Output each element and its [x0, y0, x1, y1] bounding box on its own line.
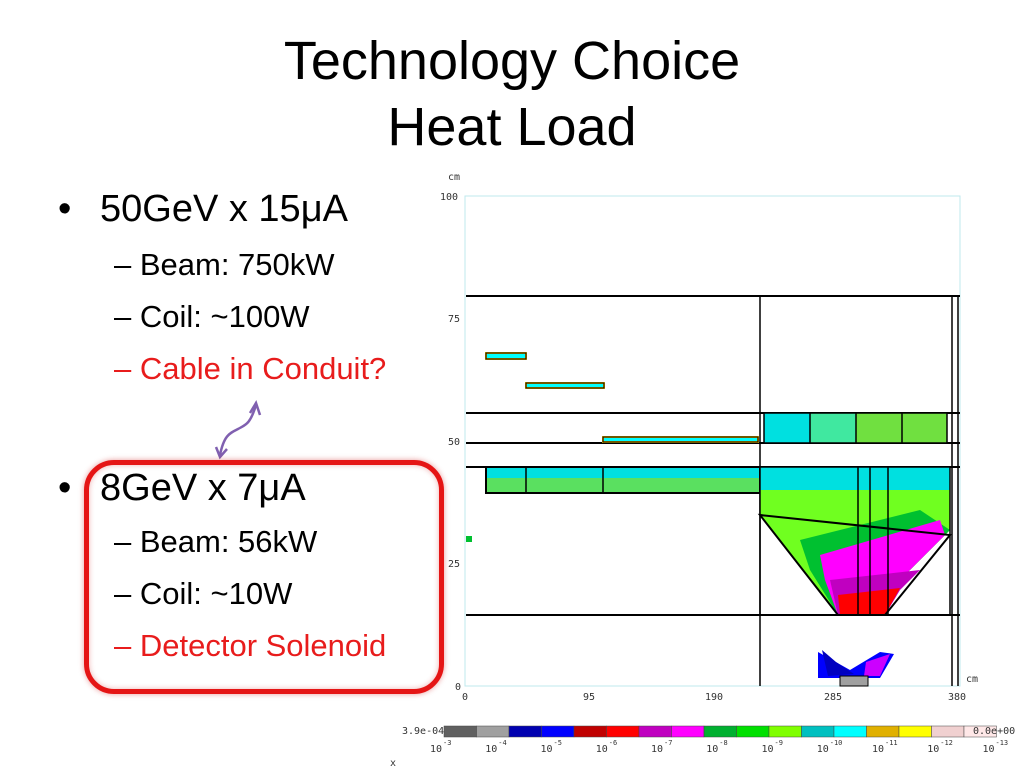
colorbar-tick-base: 10 [872, 744, 884, 755]
colorbar-swatch [931, 725, 965, 738]
bullet-1: • 50GeV x 15μA [58, 188, 348, 231]
colorbar-swatch [833, 725, 867, 738]
y-tick-0: 0 [455, 682, 461, 693]
colorbar-swatch [606, 725, 640, 738]
colorbar-tick-exponent: -8 [719, 739, 727, 747]
colorbar-tick-base: 10 [596, 744, 608, 755]
colorbar-swatch [866, 725, 900, 738]
colorbar-swatch [963, 725, 997, 738]
bullet-2-sub-3: – Detector Solenoid [114, 628, 387, 663]
colorbar-tick-base: 10 [430, 744, 442, 755]
x-tick-95: 95 [583, 692, 595, 703]
colorbar-tick-base: 10 [485, 744, 497, 755]
y-unit-label: cm [448, 172, 460, 183]
colorbar-tick-exponent: -3 [443, 739, 451, 747]
colorbar-swatch [801, 725, 835, 738]
bullet-1-sub-2: – Coil: ~100W [114, 299, 310, 334]
x-tick-0: 0 [462, 692, 468, 703]
colorbar-swatch [476, 725, 510, 738]
colorbar-swatch [508, 725, 542, 738]
x-unit-label: cm [966, 674, 978, 685]
colorbar-tick-exponent: -10 [830, 739, 843, 747]
colorbar-tick-base: 10 [651, 744, 663, 755]
colorbar-tick-exponent: -13 [996, 739, 1009, 747]
bullet-2: • 8GeV x 7μA [58, 467, 306, 510]
title-line-2: Heat Load [387, 97, 637, 157]
colorbar-swatch [898, 725, 932, 738]
colorbar-min-label: 0.0e+00 [973, 726, 1015, 737]
colorbar-tick-base: 10 [541, 744, 553, 755]
bullet-1-sub-1: – Beam: 750kW [114, 247, 335, 282]
bullet-2-sub-1: – Beam: 56kW [114, 524, 318, 559]
colorbar-max-label: 3.9e-04 [402, 726, 444, 737]
colorbar-tick-exponent: -12 [940, 739, 953, 747]
bullet-dot: • [58, 188, 72, 230]
colorbar-swatch [443, 725, 477, 738]
colorbar-tick-base: 10 [706, 744, 718, 755]
colorbar-ticks: 10-310-410-510-610-710-810-910-1010-1110… [430, 739, 1008, 755]
colorbar-swatches [443, 725, 997, 738]
title-line-1: Technology Choice [283, 31, 741, 91]
x-tick-380: 380 [948, 692, 966, 703]
double-arrow-icon [214, 400, 262, 460]
colorbar-swatch [768, 725, 802, 738]
y-tick-25: 25 [448, 559, 460, 570]
colorbar-tick-exponent: -5 [554, 739, 562, 747]
colorbar-tick-base: 10 [927, 744, 939, 755]
colorbar-swatch [541, 725, 575, 738]
y-tick-100: 100 [440, 192, 458, 203]
bullet-2-text: 8GeV x 7μA [100, 467, 306, 509]
colorbar-tick-exponent: -7 [664, 739, 672, 747]
colorbar-swatch [736, 725, 770, 738]
bullet-dot: • [58, 467, 72, 509]
colorbar-tick-exponent: -11 [885, 739, 898, 747]
y-tick-75: 75 [448, 314, 460, 325]
colorbar-tick-exponent: -4 [498, 739, 506, 747]
slide-title: Technology Choice Heat Load [0, 28, 1024, 160]
colorbar-tick-base: 10 [983, 744, 995, 755]
bullet-1-sub-3: – Cable in Conduit? [114, 351, 387, 386]
colorbar-swatch [671, 725, 705, 738]
x-tick-285: 285 [824, 692, 842, 703]
colorbar-tick-base: 10 [762, 744, 774, 755]
highlight-box [84, 460, 444, 694]
colorbar-swatch [703, 725, 737, 738]
colorbar-swatch [573, 725, 607, 738]
bullet-1-text: 50GeV x 15μA [100, 188, 348, 230]
y-tick-50: 50 [448, 437, 460, 448]
x-axis-letter: x [390, 758, 396, 768]
bullet-2-sub-2: – Coil: ~10W [114, 576, 293, 611]
heat-load-plot: cm cm 100 75 50 25 0 0 95 190 285 380 [440, 172, 978, 703]
colorbar-tick-exponent: -9 [775, 739, 783, 747]
x-tick-190: 190 [705, 692, 723, 703]
colorbar-tick-exponent: -6 [609, 739, 617, 747]
colorbar-tick-base: 10 [817, 744, 829, 755]
colorbar: 3.9e-04 0.0e+00 10 -3 10 -4 10 -5 10 -6 10 -7 10 -8… [390, 720, 1024, 769]
colorbar-swatch [638, 725, 672, 738]
